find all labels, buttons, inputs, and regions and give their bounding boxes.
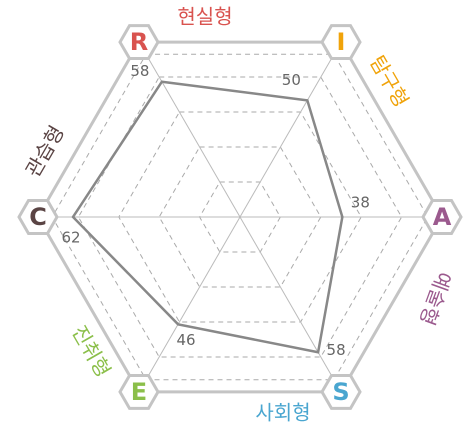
badge [421, 199, 463, 235]
badge [320, 24, 362, 61]
category-name: 현실형 [177, 5, 232, 29]
category-letter: C [29, 203, 47, 231]
category-letter: A [433, 203, 452, 231]
category-name: 탐구형 [365, 51, 413, 111]
value-label: 50 [282, 71, 301, 89]
badge [320, 373, 362, 410]
spoke [138, 41, 241, 218]
value-label: 58 [327, 341, 346, 359]
badge [17, 199, 59, 235]
badge [118, 24, 160, 61]
badge [118, 373, 160, 410]
value-label: 46 [177, 331, 196, 349]
category-name: 관습형 [21, 121, 69, 181]
category-letter: S [332, 378, 349, 406]
value-label: 38 [351, 194, 370, 212]
data-line [71, 80, 344, 354]
category-name: 진취형 [67, 321, 115, 381]
spoke [138, 216, 241, 393]
category-name: 예술형 [415, 268, 456, 328]
value-label: 62 [61, 229, 80, 247]
value-label: 58 [130, 62, 149, 80]
category-letter: I [337, 28, 346, 56]
category-letter: R [130, 28, 148, 56]
category-letter: E [131, 378, 147, 406]
spoke [239, 41, 342, 218]
spoke [239, 216, 342, 393]
category-name: 사회형 [255, 401, 310, 425]
